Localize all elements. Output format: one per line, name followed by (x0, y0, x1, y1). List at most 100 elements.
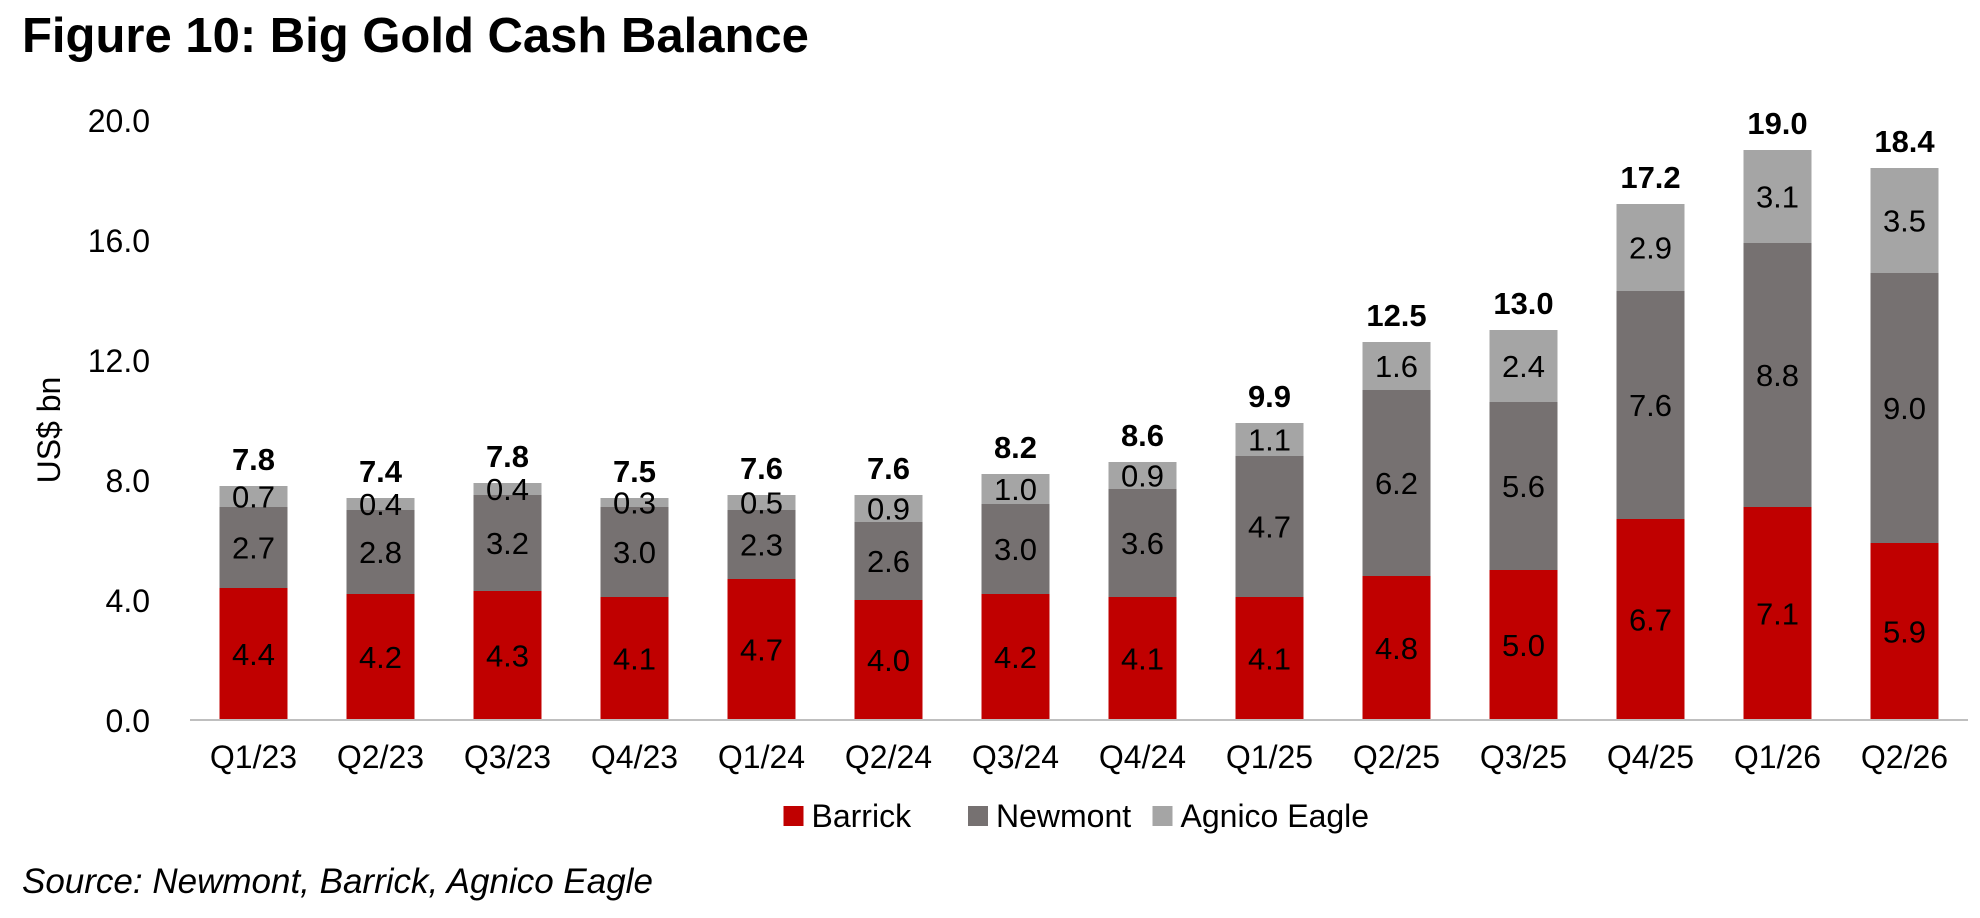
bar-segment-newmont (1616, 291, 1685, 519)
x-tick-label: Q4/23 (591, 739, 678, 775)
data-label: 4.8 (1375, 631, 1418, 666)
x-tick-label: Q4/24 (1099, 739, 1186, 775)
bar-segment-barrick (1870, 543, 1939, 720)
data-label: 3.6 (1121, 526, 1164, 561)
x-axis: Q1/23 Q2/23 Q3/23 Q4/23 Q1/24 Q2/24 Q3/24 Q4/24… (190, 719, 1968, 775)
total-label: 7.8 (486, 439, 529, 474)
y-tick-label: 16.0 (88, 223, 150, 259)
y-tick-label: 8.0 (106, 463, 150, 499)
bar-segment-agnico-eagle (981, 474, 1050, 504)
x-tick-label: Q4/25 (1607, 739, 1694, 775)
total-label: 7.6 (867, 451, 910, 486)
x-tick-label: Q1/23 (210, 739, 297, 775)
data-label: 0.9 (867, 492, 910, 527)
bar-segment-barrick (1743, 507, 1812, 720)
total-label: 18.4 (1874, 124, 1935, 159)
bar-area: 4.42.70.77.84.22.80.47.44.33.20.47.84.13… (219, 106, 1939, 720)
bar-segment-newmont (854, 522, 923, 600)
data-label: 3.0 (994, 532, 1037, 567)
bar-segment-agnico-eagle (854, 495, 923, 522)
legend: Barrick Newmont Agnico Eagle (783, 798, 1370, 834)
data-label: 3.1 (1756, 180, 1799, 215)
bar-segment-barrick (600, 597, 669, 720)
bar-segment-barrick (854, 600, 923, 720)
data-label: 0.3 (613, 486, 656, 521)
data-label: 7.6 (1629, 388, 1672, 423)
bar-segment-barrick (981, 594, 1050, 720)
total-label: 17.2 (1620, 160, 1680, 195)
bar-segment-agnico-eagle (473, 483, 542, 495)
legend-label-agnico-eagle: Agnico Eagle (1181, 798, 1370, 834)
bar-segment-agnico-eagle (727, 495, 796, 510)
data-label: 4.2 (994, 640, 1037, 675)
total-label: 13.0 (1493, 286, 1553, 321)
bar-segment-agnico-eagle (1870, 168, 1939, 273)
bar-segment-barrick (1616, 519, 1685, 720)
total-label: 8.6 (1121, 418, 1164, 453)
total-label: 19.0 (1747, 106, 1807, 141)
bar-segment-barrick (1235, 597, 1304, 720)
data-label: 2.9 (1629, 231, 1672, 266)
data-label: 9.0 (1883, 391, 1926, 426)
y-tick-label: 12.0 (88, 343, 150, 379)
data-label: 0.4 (359, 487, 402, 522)
x-tick-label: Q1/25 (1226, 739, 1313, 775)
bar-segment-newmont (219, 507, 288, 588)
x-tick-label: Q1/24 (718, 739, 805, 775)
data-label: 2.7 (232, 531, 275, 566)
data-label: 7.1 (1756, 597, 1799, 632)
data-label: 4.0 (867, 643, 910, 678)
bar-segment-agnico-eagle (1489, 330, 1558, 402)
data-label: 2.8 (359, 535, 402, 570)
legend-label-barrick: Barrick (812, 798, 913, 834)
data-label: 0.5 (740, 486, 783, 521)
data-label: 3.5 (1883, 204, 1926, 239)
x-tick-label: Q1/26 (1734, 739, 1821, 775)
y-axis: 0.0 4.0 8.0 12.0 16.0 20.0 US$ bn (31, 103, 150, 739)
x-tick-label: Q2/25 (1353, 739, 1440, 775)
bar-segment-barrick (219, 588, 288, 720)
data-label: 4.1 (1121, 642, 1164, 677)
data-label: 8.8 (1756, 358, 1799, 393)
legend-label-newmont: Newmont (996, 798, 1131, 834)
legend-swatch-barrick (783, 806, 804, 826)
data-label: 0.7 (232, 480, 275, 515)
bar-segment-agnico-eagle (600, 498, 669, 507)
data-label: 4.1 (1248, 642, 1291, 677)
bar-segment-agnico-eagle (1743, 150, 1812, 243)
bar-segment-barrick (346, 594, 415, 720)
data-label: 0.9 (1121, 459, 1164, 494)
data-label: 4.7 (740, 633, 783, 668)
bar-segment-agnico-eagle (219, 486, 288, 507)
data-label: 5.6 (1502, 469, 1545, 504)
bar-segment-barrick (1489, 570, 1558, 720)
bar-segment-newmont (1743, 243, 1812, 507)
bar-segment-newmont (1235, 456, 1304, 597)
x-tick-label: Q3/24 (972, 739, 1059, 775)
data-label: 1.0 (994, 472, 1037, 507)
total-label: 7.5 (613, 454, 656, 489)
data-label: 6.2 (1375, 466, 1418, 501)
y-tick-label: 20.0 (88, 103, 150, 139)
data-label: 4.3 (486, 639, 529, 674)
source-note: Source: Newmont, Barrick, Agnico Eagle (22, 862, 653, 901)
x-tick-label: Q3/23 (464, 739, 551, 775)
x-tick-label: Q2/24 (845, 739, 932, 775)
total-label: 7.8 (232, 442, 275, 477)
bar-segment-agnico-eagle (1108, 462, 1177, 489)
data-label: 3.0 (613, 535, 656, 570)
bar-segment-newmont (1489, 402, 1558, 570)
data-label: 4.1 (613, 642, 656, 677)
data-label: 5.9 (1883, 615, 1926, 650)
x-tick-label: Q2/26 (1861, 739, 1948, 775)
data-label: 0.4 (486, 472, 529, 507)
data-label: 4.4 (232, 637, 275, 672)
data-label: 1.6 (1375, 349, 1418, 384)
y-tick-label: 4.0 (106, 583, 150, 619)
y-axis-label: US$ bn (31, 377, 67, 484)
data-label: 5.0 (1502, 628, 1545, 663)
data-label: 4.2 (359, 640, 402, 675)
bar-segment-newmont (600, 507, 669, 597)
bar-segment-agnico-eagle (1362, 342, 1431, 390)
bar-segment-agnico-eagle (346, 498, 415, 510)
